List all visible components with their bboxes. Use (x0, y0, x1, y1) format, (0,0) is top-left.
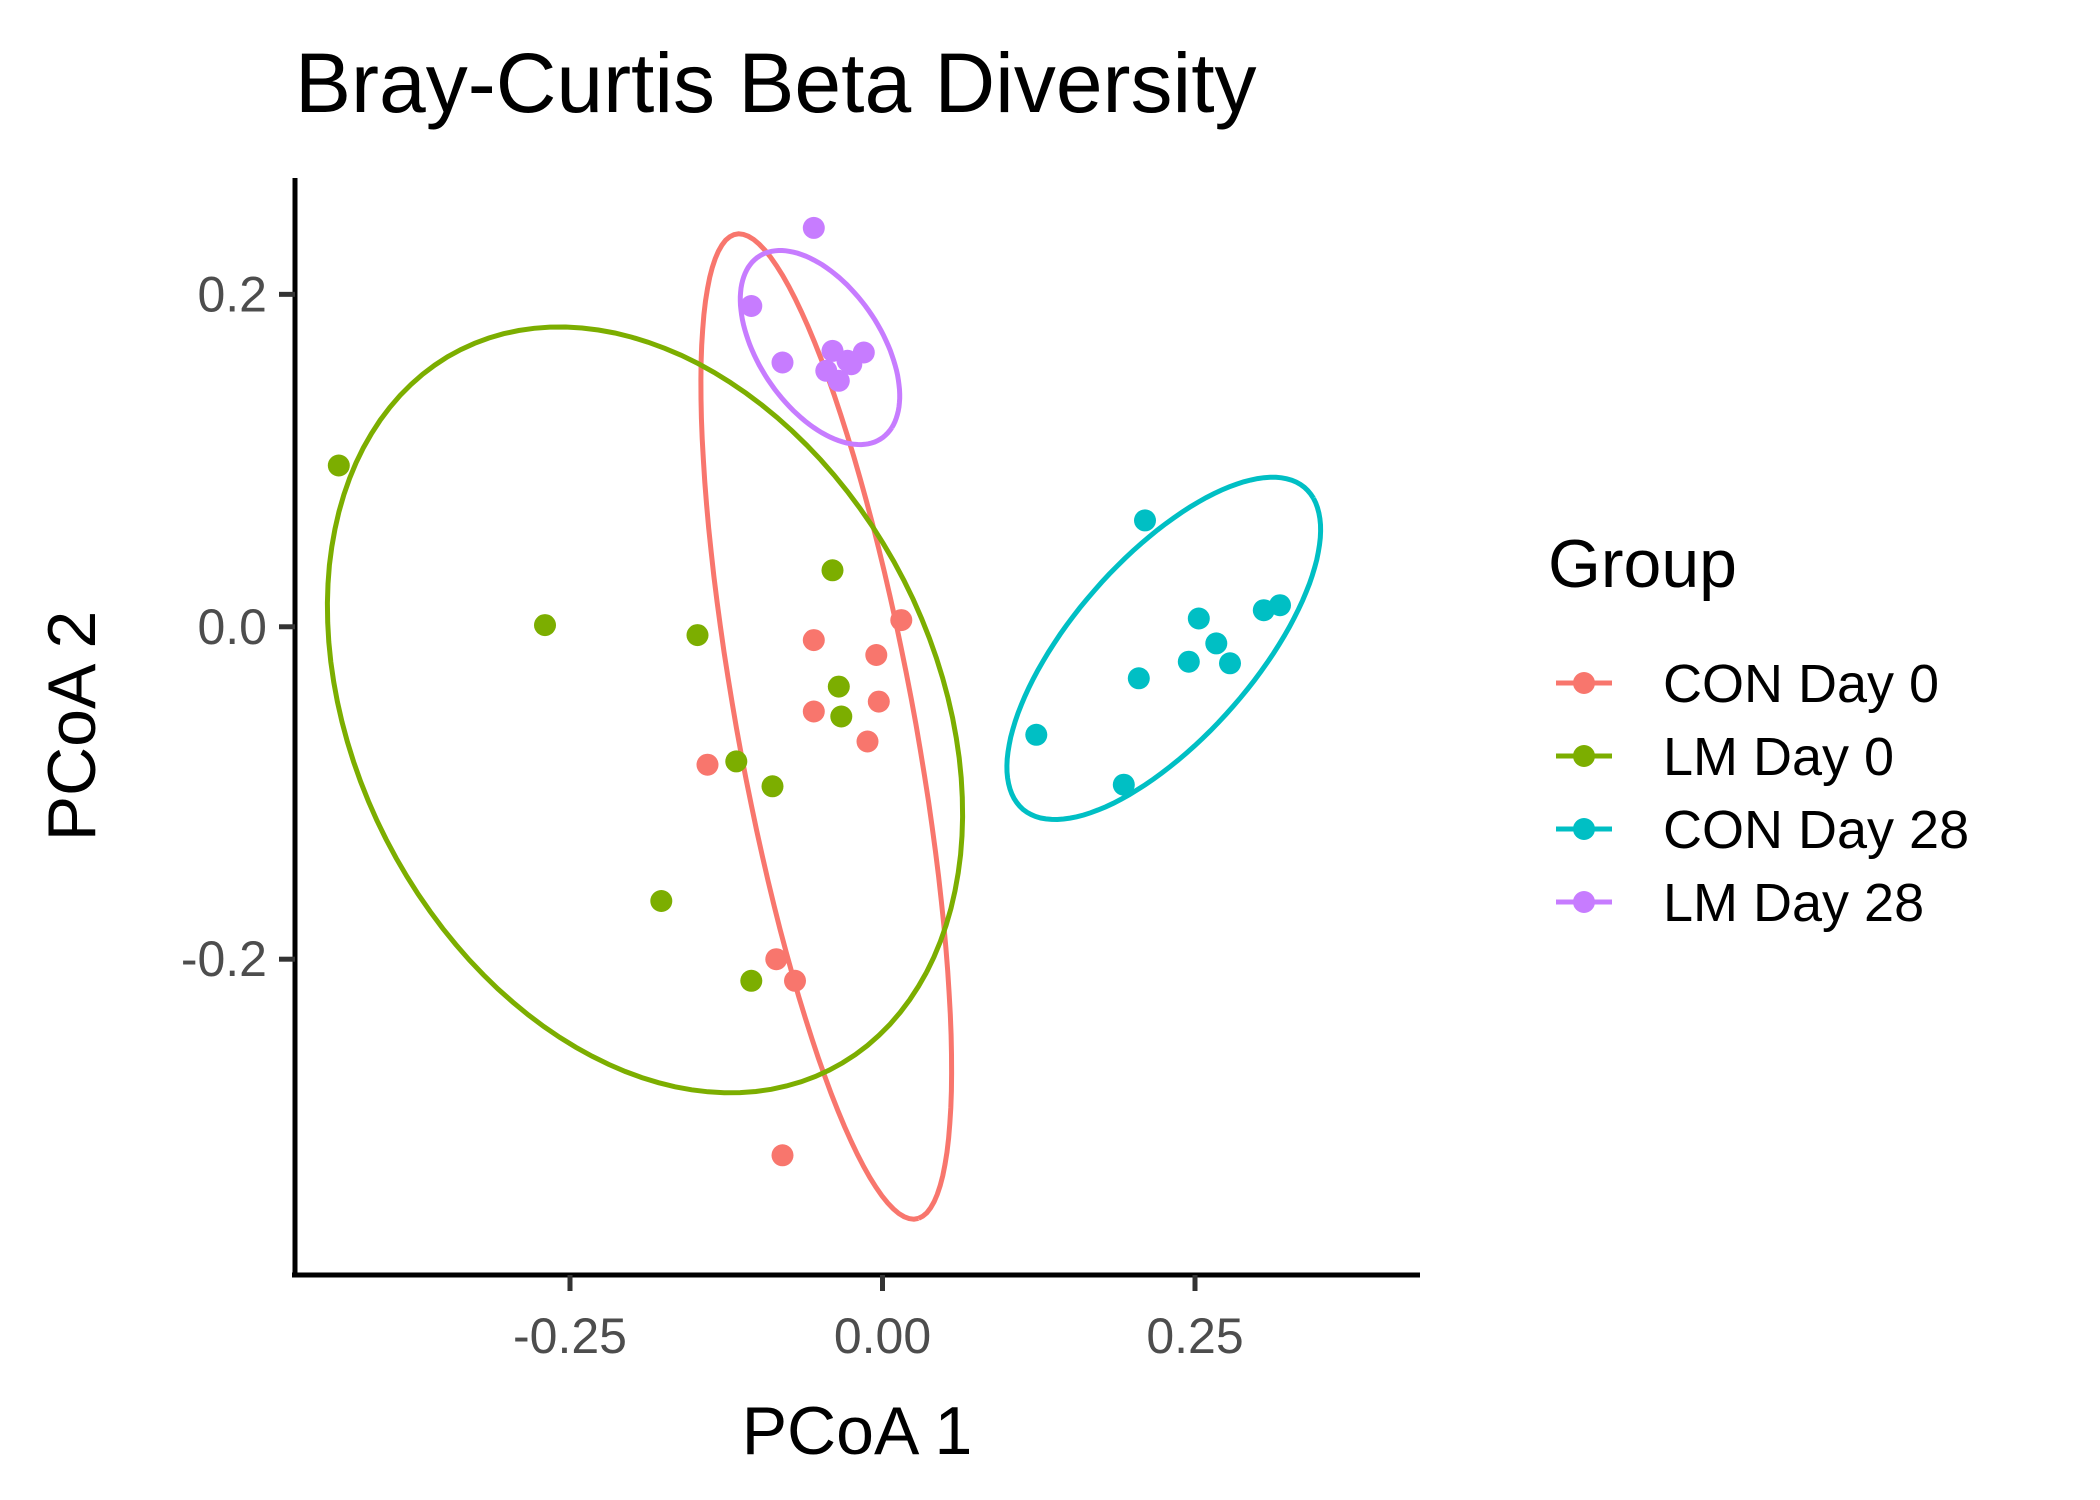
y-tick-label: 0.2 (197, 266, 267, 322)
legend-key-point (1573, 672, 1595, 694)
chart-title: Bray-Curtis Beta Diversity (295, 36, 1257, 130)
point-con-day-28-0 (1134, 509, 1156, 532)
legend-label: CON Day 28 (1663, 800, 1969, 860)
y-tick-label: 0.0 (197, 599, 267, 655)
point-lm-day-0-0 (327, 454, 350, 477)
ellipse-con-day-28 (1004, 474, 1324, 823)
x-tick-label: -0.25 (513, 1308, 627, 1364)
legend-label: LM Day 0 (1663, 727, 1894, 787)
legend-key-point (1573, 818, 1595, 840)
point-con-day-28-1 (1187, 607, 1210, 630)
point-lm-day-0-4 (827, 675, 850, 698)
point-con-day-0-9 (771, 1144, 794, 1167)
point-lm-day-0-2 (686, 624, 709, 647)
point-lm-day-28-2 (771, 351, 794, 374)
x-tick-label: 0.00 (834, 1308, 931, 1364)
point-con-day-0-5 (856, 730, 879, 753)
point-con-day-0-3 (802, 700, 825, 723)
ellipse-con-day-0 (698, 231, 955, 1222)
point-con-day-0-1 (890, 609, 913, 632)
y-axis-title: PCoA 2 (34, 611, 110, 842)
ellipse-lm-day-28 (737, 248, 903, 448)
y-axis-ticks: 0.2 0.0 -0.2 (181, 266, 295, 987)
point-lm-day-0-5 (830, 705, 853, 728)
point-lm-day-0-6 (725, 750, 748, 773)
point-con-day-28-7 (1269, 594, 1291, 617)
confidence-ellipses (324, 231, 1324, 1222)
legend-key-point (1573, 891, 1595, 913)
x-tick-label: 0.25 (1146, 1308, 1243, 1364)
legend-label: CON Day 0 (1663, 654, 1939, 714)
point-con-day-28-3 (1177, 650, 1200, 673)
point-con-day-28-9 (1112, 773, 1135, 796)
data-points (327, 216, 1291, 1167)
point-con-day-0-0 (802, 629, 825, 652)
point-con-day-0-6 (696, 753, 719, 776)
point-lm-day-0-7 (761, 775, 784, 798)
point-lm-day-0-1 (534, 614, 556, 637)
x-axis-ticks: -0.25 0.00 0.25 (513, 1275, 1244, 1364)
point-con-day-28-8 (1025, 723, 1048, 746)
point-con-day-28-5 (1127, 667, 1150, 690)
y-tick-label: -0.2 (181, 931, 267, 987)
point-lm-day-0-3 (821, 559, 844, 582)
point-con-day-0-4 (867, 690, 890, 713)
point-con-day-28-2 (1205, 632, 1228, 655)
legend-label: LM Day 28 (1663, 873, 1924, 933)
point-con-day-0-2 (865, 644, 888, 666)
point-lm-day-28-7 (827, 369, 850, 392)
legend-title: Group (1548, 526, 1737, 602)
x-axis-title: PCoA 1 (742, 1393, 973, 1469)
point-con-day-28-4 (1219, 652, 1241, 675)
point-lm-day-0-8 (650, 890, 673, 912)
point-lm-day-28-8 (840, 353, 863, 376)
legend: Group CON Day 0 LM Day 0 CON Day 28 LM Day … (1548, 526, 1969, 933)
point-con-day-0-8 (784, 969, 806, 992)
point-lm-day-0-9 (740, 969, 763, 992)
plot-area (324, 216, 1324, 1222)
ellipse-lm-day-0 (324, 324, 966, 1096)
point-lm-day-28-1 (740, 295, 763, 317)
legend-key-point (1573, 745, 1595, 767)
point-con-day-0-7 (765, 948, 788, 971)
point-lm-day-28-0 (802, 216, 825, 239)
legend-items: CON Day 0 LM Day 0 CON Day 28 LM Day 28 (1556, 654, 1969, 933)
